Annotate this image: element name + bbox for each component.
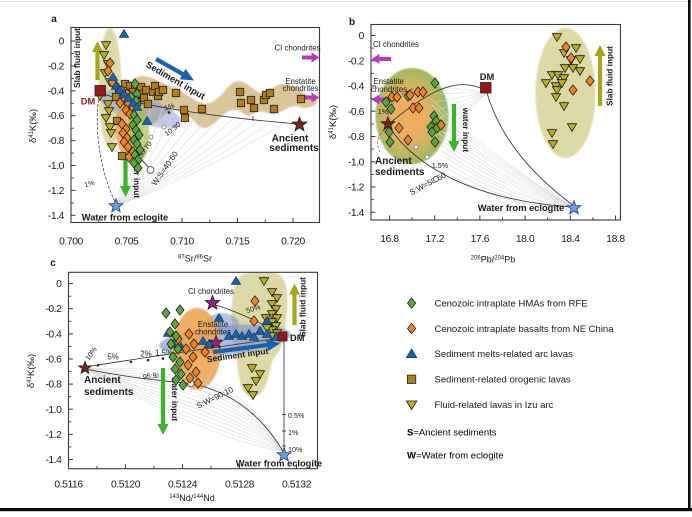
svg-text:-0.6: -0.6 [45,354,62,365]
svg-text:Enstatite: Enstatite [198,320,228,329]
svg-text:-1.0: -1.0 [48,161,65,172]
svg-text:95:5: 95:5 [142,371,157,382]
svg-text:2%: 2% [140,350,151,359]
svg-text:DM: DM [480,72,495,82]
svg-text:-0.4: -0.4 [348,82,365,93]
svg-text:50%: 50% [245,302,262,315]
svg-text:0.5128: 0.5128 [225,480,255,491]
svg-text:CI chondrites: CI chondrites [373,40,419,49]
svg-text:1%: 1% [83,178,96,190]
svg-text:Water from eclogite: Water from eclogite [236,459,322,469]
svg-text:0.5%: 0.5% [288,411,305,420]
svg-text:Water from eclogite: Water from eclogite [478,203,564,213]
svg-text:1%: 1% [163,101,176,113]
svg-text:18.8: 18.8 [606,234,625,245]
svg-text:1.5%: 1.5% [155,348,173,357]
svg-text:87Sr/86Sr: 87Sr/86Sr [178,254,212,264]
svg-text:0.5116: 0.5116 [54,480,83,491]
svg-text:-1.0: -1.0 [45,405,62,416]
svg-text:DM: DM [290,333,305,343]
svg-text:Slab fluid input: Slab fluid input [298,277,308,337]
svg-text:-1.4: -1.4 [348,208,365,219]
svg-text:Enstatite: Enstatite [285,77,315,86]
svg-text:Water from eclogite: Water from eclogite [82,213,168,223]
svg-text:1.5%: 1.5% [432,161,449,170]
svg-text:Enstatite: Enstatite [374,77,404,86]
svg-text:18.4: 18.4 [561,234,580,245]
svg-text:-0.4: -0.4 [48,86,65,97]
svg-text:-0.8: -0.8 [348,132,365,143]
svg-text:Fluid-related lavas in Izu arc: Fluid-related lavas in Izu arc [435,400,554,411]
svg-text:0.720: 0.720 [281,237,305,248]
svg-text:10%: 10% [288,445,303,454]
svg-text:206Pb/204Pb: 206Pb/204Pb [471,255,516,265]
svg-text:0.5120: 0.5120 [111,480,141,491]
svg-text:17.2: 17.2 [425,234,444,245]
svg-text:water input: water input [461,107,471,152]
svg-text:1%: 1% [288,428,299,437]
svg-text:Ancient: Ancient [375,156,412,167]
svg-text:chondrites: chondrites [195,328,231,337]
svg-text:δ41K(‰): δ41K(‰) [28,109,39,143]
svg-text:0.715: 0.715 [226,237,250,248]
svg-text:-0.8: -0.8 [45,380,62,391]
svg-text:-1.2: -1.2 [348,183,365,194]
svg-text:0.705: 0.705 [115,237,139,248]
svg-text:Cenozoic intraplate basalts fr: Cenozoic intraplate basalts from NE Chin… [435,324,615,335]
svg-text:Sediment-related orogenic lava: Sediment-related orogenic lavas [435,375,571,386]
svg-text:chondrites: chondrites [371,85,407,94]
svg-text:b: b [349,17,355,28]
svg-text:0: 0 [359,31,365,42]
svg-text:0.5124: 0.5124 [168,480,198,491]
svg-text:W=Water from eclogite: W=Water from eclogite [407,451,504,462]
svg-text:δ41K(‰): δ41K(‰) [26,354,37,388]
svg-text:DM: DM [81,97,96,107]
svg-text:water input: water input [132,153,142,198]
svg-text:143Nd/144Nd: 143Nd/144Nd [169,493,215,503]
svg-text:sediments: sediments [269,143,319,154]
svg-text:0: 0 [56,279,62,290]
svg-text:0: 0 [59,37,65,48]
svg-text:Cenozoic intraplate HMAs from: Cenozoic intraplate HMAs from RFE [435,298,588,309]
svg-text:0.710: 0.710 [170,237,194,248]
svg-text:-0.2: -0.2 [348,56,365,67]
svg-text:chondrites: chondrites [283,84,319,93]
svg-text:sediments: sediments [375,167,425,178]
svg-text:-0.8: -0.8 [48,136,65,147]
svg-text:-0.6: -0.6 [48,111,65,122]
svg-text:-0.2: -0.2 [48,61,65,72]
svg-text:5%: 5% [107,353,118,362]
svg-text:0.5132: 0.5132 [282,480,312,491]
svg-text:-1.2: -1.2 [48,186,65,197]
svg-text:18.0: 18.0 [516,234,535,245]
svg-text:a: a [51,14,57,25]
svg-text:-0.6: -0.6 [348,107,365,118]
svg-text:c: c [50,258,56,269]
svg-text:δ41K(‰): δ41K(‰) [328,105,339,139]
svg-text:water input: water input [170,376,180,421]
svg-text:Ancient: Ancient [84,375,121,386]
svg-text:CI chondrites: CI chondrites [188,287,234,296]
svg-text:-0.2: -0.2 [45,304,62,315]
svg-text:Ancient: Ancient [272,134,309,145]
svg-text:0.700: 0.700 [59,237,83,248]
svg-text:17.6: 17.6 [471,234,490,245]
svg-text:S=Ancient sediments: S=Ancient sediments [407,428,497,439]
svg-text:Slab fluid input: Slab fluid input [72,28,82,88]
svg-text:16.8: 16.8 [380,234,399,245]
svg-text:sediments: sediments [84,387,134,398]
svg-text:-1.0: -1.0 [348,157,365,168]
svg-text:-1.4: -1.4 [45,455,62,466]
svg-text:1%: 1% [378,107,389,116]
svg-text:-1.4: -1.4 [48,211,65,222]
svg-text:Slab fluid input: Slab fluid input [605,46,615,106]
svg-text:-1.2: -1.2 [45,430,62,441]
svg-text:Sediment melts-related arc lav: Sediment melts-related arc lavas [435,349,574,360]
svg-text:-0.4: -0.4 [45,329,62,340]
svg-text:CI chondrites: CI chondrites [275,44,321,53]
